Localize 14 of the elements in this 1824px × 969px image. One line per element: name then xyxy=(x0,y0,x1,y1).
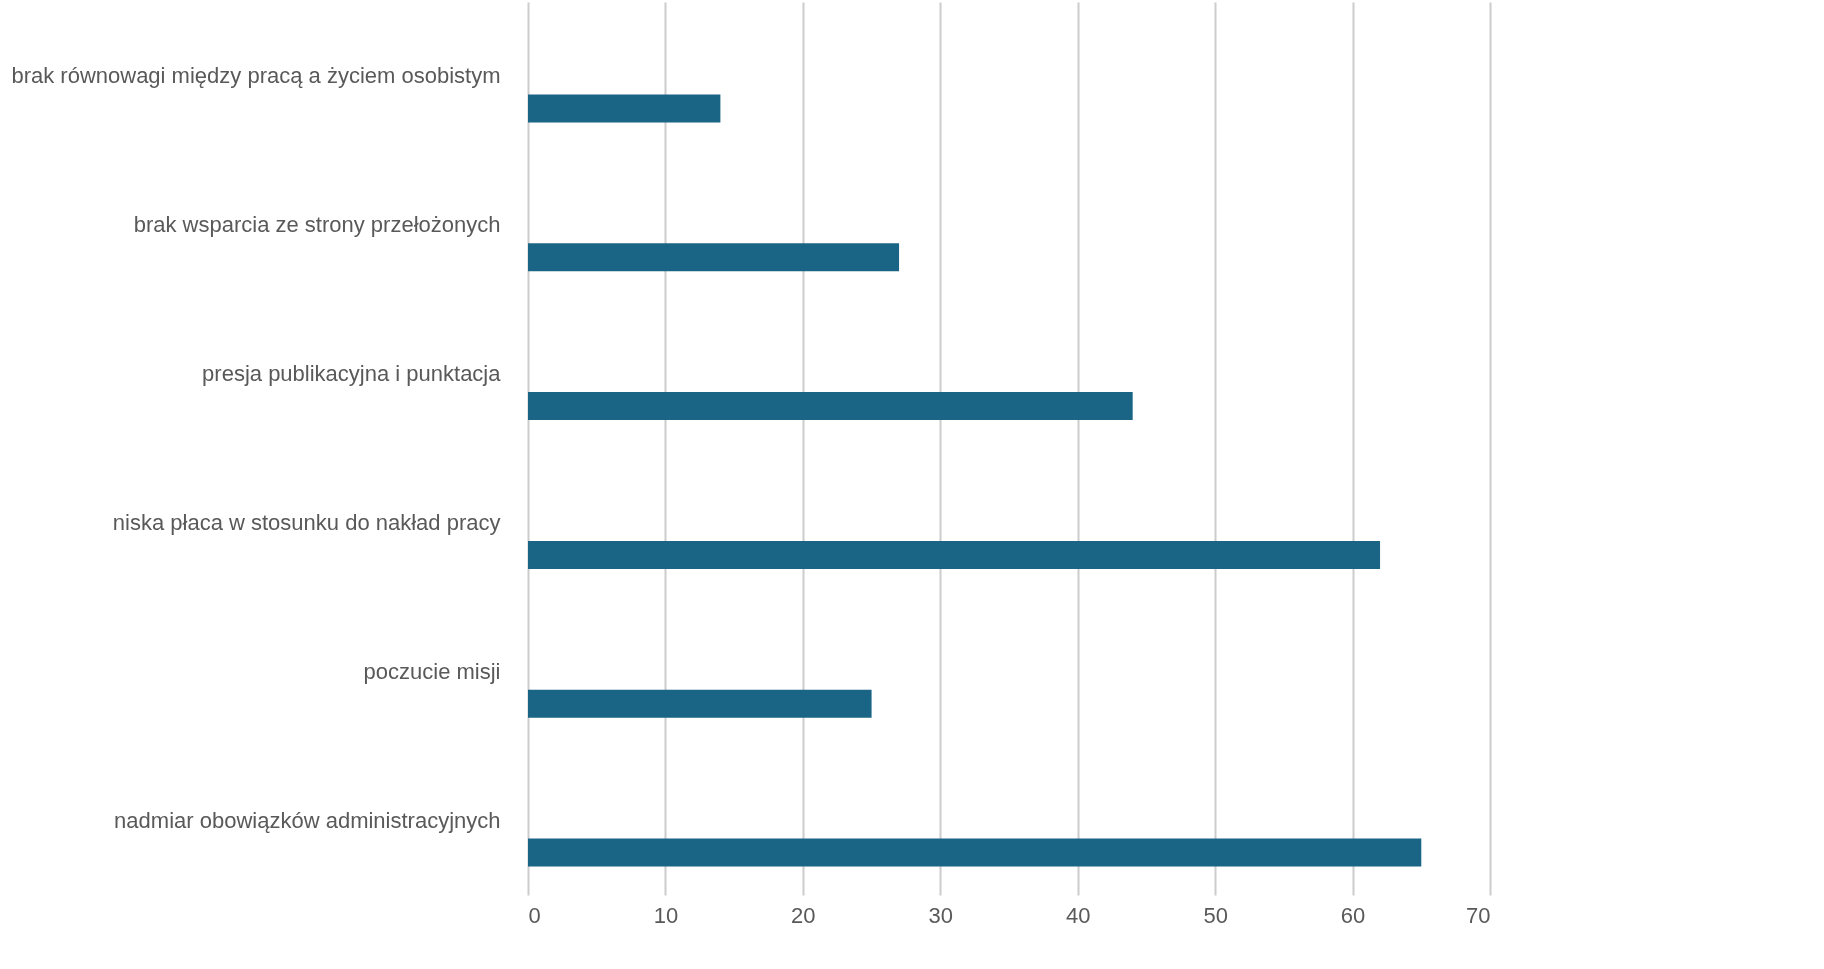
y-tick-label: niska płaca w stosunku do nakład pracy xyxy=(112,509,501,535)
x-tick-label: 70 xyxy=(1466,902,1491,928)
y-tick-label: brak wsparcia ze strony przełożonych xyxy=(133,212,501,238)
y-tick-label: presja publikacyjna i punktacja xyxy=(202,361,502,387)
x-tick-label: 40 xyxy=(1065,902,1091,928)
x-tick-label: 0 xyxy=(528,902,541,928)
x-tick-label: 10 xyxy=(653,902,679,928)
x-tick-label: 60 xyxy=(1340,902,1366,928)
x-tick-label: 20 xyxy=(791,902,816,928)
x-tick-label: 50 xyxy=(1203,902,1228,928)
y-tick-label: brak równowagi między pracą a życiem osobistym xyxy=(11,63,501,89)
y-tick-label: nadmiar obowiązków administracyjnych xyxy=(114,807,501,833)
x-tick-label: 30 xyxy=(928,902,954,928)
y-tick-label: poczucie misji xyxy=(363,658,501,684)
